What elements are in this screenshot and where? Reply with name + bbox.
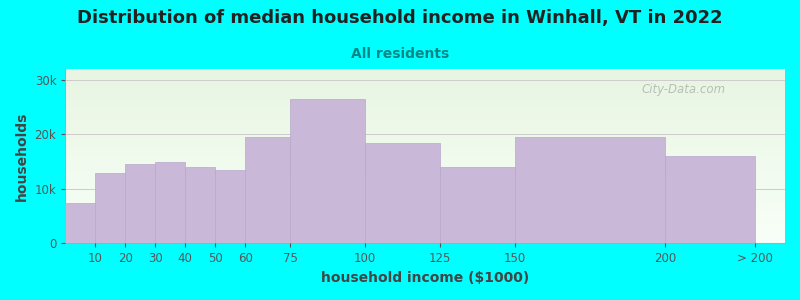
Y-axis label: households: households (15, 112, 29, 201)
Bar (365, 142, 440, 243)
Bar (246, 137, 290, 243)
Bar (515, 137, 665, 243)
Bar (290, 99, 365, 243)
Bar (186, 167, 215, 243)
Text: City-Data.com: City-Data.com (641, 83, 725, 96)
Bar (66, 202, 95, 243)
Text: Distribution of median household income in Winhall, VT in 2022: Distribution of median household income … (77, 9, 723, 27)
Bar (215, 170, 246, 243)
Bar (126, 164, 155, 243)
Bar (155, 162, 186, 243)
Text: All residents: All residents (351, 46, 449, 61)
Bar (95, 172, 126, 243)
Bar (440, 167, 515, 243)
X-axis label: household income ($1000): household income ($1000) (321, 271, 530, 285)
Bar (665, 156, 755, 243)
